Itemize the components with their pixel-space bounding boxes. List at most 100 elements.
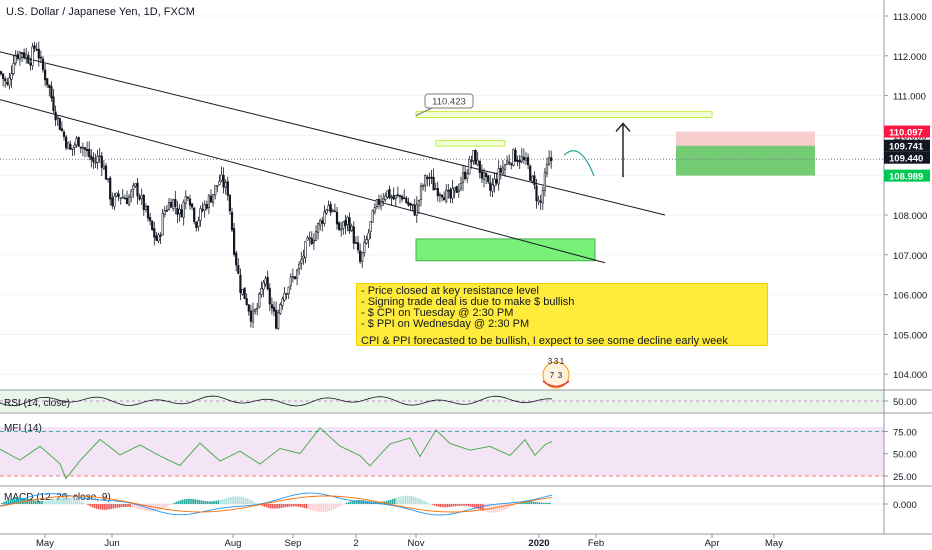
macd-histogram-bar [81,501,83,504]
callout-leader [415,107,433,116]
candle-body [62,131,66,137]
candle-body [212,194,215,204]
macd-histogram-bar [263,504,266,507]
candle-body [100,155,103,168]
candle-body [342,221,345,229]
candle-body [466,173,469,179]
candle-body [407,201,410,206]
macd-histogram-bar [421,499,423,504]
macd-histogram-bar [11,498,14,504]
macd-histogram-bar [28,499,31,504]
macd-histogram-bar [62,497,64,504]
candle-body [524,158,528,161]
price-label-stop [884,125,930,138]
candle-body [54,111,57,121]
macd-histogram-bar [454,504,457,507]
macd-histogram-bar [49,500,52,504]
trendline[interactable] [0,51,666,216]
macd-histogram-bar [139,504,142,510]
candle-body [279,304,282,314]
up-arrow-head [615,122,631,132]
candle-body [451,188,454,199]
candle-body [356,242,360,251]
candle-body [526,157,530,166]
macd-histogram-bar [55,498,58,504]
price-label-text: 108.989 [889,172,923,183]
candle-body [308,237,311,239]
candle-body [22,52,26,58]
candle-body [493,178,496,187]
candle-body [149,217,152,222]
candle-body [340,228,343,231]
candle-body [6,81,9,85]
macd-histogram-bar [106,504,108,510]
candle-body [337,222,341,230]
price-tick-label: 112.000 [893,52,927,63]
macd-histogram-bar [496,504,499,513]
candle-body [453,187,456,191]
macd-histogram-bar [435,504,438,507]
macd-histogram-bar [511,504,514,507]
candle-body [58,118,61,131]
macd-histogram-bar [484,504,486,512]
candle-body [421,185,425,188]
macd-histogram-bar [288,504,291,507]
macd-histogram-bar [202,500,205,504]
macd-histogram-bar [200,500,203,504]
candle-body [304,241,307,258]
macd-histogram-bar [207,501,209,504]
candle-body [398,195,402,197]
resistance-zone[interactable] [435,140,506,147]
stop-zone[interactable] [676,131,815,146]
candle-body [442,197,446,201]
macd-histogram-bar [41,501,43,504]
macd-histogram-bar [505,504,507,510]
candle-body [403,197,406,200]
macd-histogram-bar [410,495,413,504]
macd-histogram-bar [93,504,96,508]
candle-body [400,195,404,200]
macd-histogram-bar [349,501,352,504]
candle-body [161,213,164,236]
candle-body [113,195,116,207]
candle-body [251,309,255,323]
macd-histogram-bar [43,500,45,504]
projection-curve[interactable] [563,150,595,177]
candle-body [37,48,40,59]
candle-body [369,220,372,232]
candle-body [170,202,173,208]
candle-body [121,196,124,199]
candle-body [165,209,169,212]
target-zone[interactable] [676,145,815,176]
candle-body [241,289,244,295]
resistance-zone[interactable] [415,111,713,118]
candle-body [125,197,129,205]
macd-histogram-bar [255,502,257,504]
candle-body [260,288,263,295]
macd-histogram-bar [494,504,497,513]
callout-box[interactable] [424,93,474,109]
macd-histogram-bar [114,504,117,509]
support-zone[interactable] [415,238,596,262]
candle-body [499,168,502,173]
note-line: - $ PPI on Wednesday @ 2:30 PM [361,318,530,330]
candle-body [537,199,540,203]
time-tick-label: 2020 [528,538,549,549]
time-tick-label: May [765,538,783,549]
macd-histogram-bar [391,499,394,504]
candle-body [195,221,198,229]
candle-body [134,183,137,187]
macd-histogram-bar [22,497,24,504]
price-label-text: 110.097 [889,128,923,139]
candle-body [1,73,5,79]
trendline[interactable] [0,99,606,264]
candle-body [262,282,265,290]
candle-body [541,190,544,204]
candle-body [363,242,366,254]
analysis-note[interactable]: - Price closed at key resistance level -… [356,283,768,347]
candle-body [476,159,479,166]
candle-body [142,194,145,210]
macd-histogram-bar [320,504,322,513]
macd-histogram-bar [406,495,409,504]
